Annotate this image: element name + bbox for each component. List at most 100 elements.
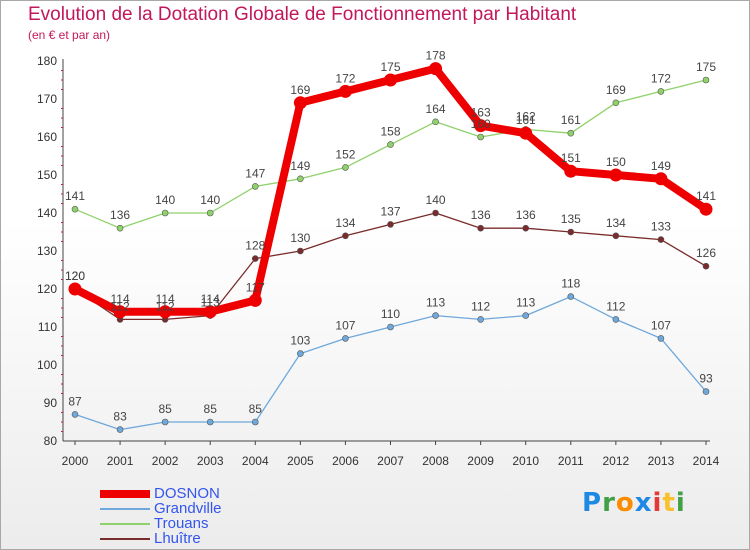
x-tick-label: 2006 — [332, 454, 359, 468]
data-point-grandville — [567, 293, 575, 300]
data-label-trouans: 161 — [561, 113, 581, 127]
data-point-trouans — [387, 141, 394, 148]
data-point-lhutre — [297, 247, 304, 255]
data-point-dosnon — [293, 96, 307, 110]
data-label-lhutre: 134 — [335, 216, 355, 230]
x-tick-label: 2001 — [107, 454, 134, 468]
data-label-grandville: 118 — [561, 277, 580, 291]
data-point-lhutre — [567, 228, 575, 236]
x-tick-label: 2014 — [693, 454, 720, 468]
data-label-dosnon: 169 — [290, 83, 310, 97]
x-tick-label: 2005 — [287, 454, 314, 468]
data-label-lhutre: 140 — [426, 193, 446, 207]
data-label-lhutre: 134 — [606, 216, 626, 230]
data-point-grandville — [387, 323, 394, 331]
x-tick-label: 2008 — [422, 454, 449, 468]
legend-label-grandville: Grandville — [154, 500, 222, 517]
data-label-grandville: 112 — [471, 299, 490, 313]
data-point-lhutre — [657, 236, 665, 243]
data-label-trouans: 147 — [245, 166, 265, 180]
data-label-dosnon: 178 — [426, 49, 446, 63]
data-label-grandville: 85 — [249, 402, 263, 416]
data-point-dosnon — [474, 119, 488, 133]
data-point-lhutre — [342, 232, 349, 240]
data-point-trouans — [297, 175, 304, 183]
y-tick-label: 110 — [38, 320, 57, 334]
data-label-trouans: 175 — [696, 60, 716, 74]
data-label-grandville: 87 — [68, 394, 82, 408]
data-point-trouans — [71, 205, 79, 213]
data-point-grandville — [161, 418, 169, 426]
data-label-dosnon: 114 — [201, 292, 220, 306]
data-label-dosnon: 175 — [380, 60, 400, 74]
data-label-trouans: 141 — [65, 189, 85, 203]
data-label-dosnon: 114 — [111, 292, 130, 306]
data-label-grandville: 107 — [651, 318, 671, 332]
proxiti-logo-letter: o — [615, 488, 635, 518]
data-label-lhutre: 133 — [651, 220, 671, 234]
data-point-dosnon — [699, 202, 713, 216]
data-label-lhutre: 128 — [245, 239, 265, 253]
x-tick-label: 2010 — [512, 454, 539, 468]
legend-item-dosnon: DOSNON — [100, 486, 222, 501]
legend-item-lhuitre: Lhuître — [100, 531, 222, 546]
data-point-trouans — [702, 76, 710, 84]
data-point-grandville — [657, 335, 665, 342]
data-point-grandville — [522, 312, 530, 319]
legend-swatch-grandville — [100, 507, 150, 510]
data-label-grandville: 85 — [158, 402, 172, 416]
data-label-trouans: 164 — [426, 102, 446, 116]
legend-swatch-trouans — [100, 522, 150, 525]
data-label-trouans: 152 — [335, 147, 355, 161]
legend-swatch-lhuitre — [100, 537, 150, 540]
data-point-grandville — [71, 411, 79, 418]
data-label-dosnon: 141 — [696, 189, 716, 203]
data-point-dosnon — [338, 84, 352, 98]
data-point-trouans — [342, 164, 349, 171]
data-point-grandville — [432, 312, 439, 319]
data-point-dosnon — [654, 172, 668, 186]
data-label-lhutre: 130 — [290, 231, 310, 245]
chart-subtitle: (en € et par an) — [28, 28, 111, 42]
data-point-lhutre — [477, 224, 484, 232]
data-label-dosnon: 117 — [246, 280, 265, 294]
data-point-dosnon — [113, 305, 127, 319]
data-label-grandville: 83 — [113, 410, 127, 424]
data-label-lhutre: 112 — [111, 299, 130, 313]
data-label-trouans: 160 — [471, 117, 491, 131]
data-label-lhutre: 120 — [65, 269, 85, 283]
data-labels-layer: 87 83 85 85 85 103 107 110 113 112 113 118 112 107 93 1… — [65, 49, 716, 424]
data-point-dosnon — [564, 164, 578, 178]
data-label-trouans: 158 — [380, 125, 400, 139]
data-point-grandville — [612, 316, 620, 323]
x-tick-label: 2007 — [377, 454, 404, 468]
x-tick-label: 2012 — [603, 454, 630, 468]
data-label-trouans: 140 — [155, 193, 175, 207]
data-label-lhutre: 126 — [696, 246, 716, 260]
legend: DOSNON Grandville Trouans Lhuître — [100, 486, 222, 546]
data-label-dosnon: 114 — [156, 292, 175, 306]
data-label-grandville: 107 — [335, 318, 355, 332]
proxiti-logo-letter: x — [634, 488, 653, 518]
legend-item-grandville: Grandville — [100, 501, 222, 516]
data-label-trouans: 149 — [290, 159, 310, 173]
chart-title: Evolution de la Dotation Globale de Fonc… — [28, 4, 577, 25]
data-label-grandville: 103 — [290, 334, 310, 348]
axes: 80 90 100 110 120 130 140 150 160 170 180 2000 2001 2… — [37, 54, 720, 468]
data-point-grandville — [297, 350, 304, 357]
data-point-lhutre — [251, 255, 259, 262]
data-label-lhutre: 136 — [516, 208, 536, 222]
proxiti-logo-letter: i — [652, 488, 663, 518]
y-tick-label: 170 — [37, 92, 57, 106]
data-label-lhutre: 113 — [201, 296, 220, 310]
data-point-grandville — [342, 335, 349, 342]
y-tick-label: 180 — [37, 54, 57, 68]
data-label-trouans: 140 — [200, 193, 220, 207]
x-tick-label: 2011 — [558, 454, 584, 468]
data-point-trouans — [251, 183, 259, 190]
y-tick-label: 130 — [37, 244, 57, 258]
data-label-dosnon: 120 — [65, 269, 85, 283]
data-point-lhutre — [387, 221, 394, 228]
